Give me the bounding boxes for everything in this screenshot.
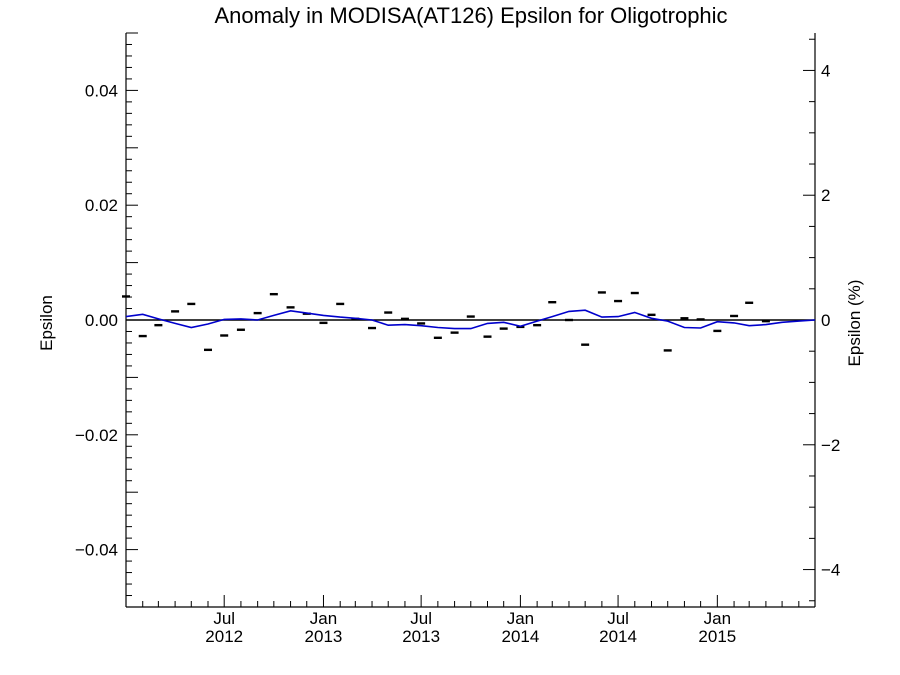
x-tick-month-label: Jul	[410, 609, 432, 628]
chart-title: Anomaly in MODISA(AT126) Epsilon for Oli…	[214, 3, 727, 28]
x-tick-year-label: 2014	[501, 627, 539, 646]
left-tick-label: 0.00	[85, 311, 118, 330]
x-tick-month-label: Jul	[607, 609, 629, 628]
right-tick-label: 4	[821, 61, 830, 80]
x-tick-month-label: Jan	[704, 609, 731, 628]
x-tick-year-label: 2012	[205, 627, 243, 646]
right-tick-label: 2	[821, 186, 830, 205]
x-tick-month-label: Jul	[213, 609, 235, 628]
left-tick-label: 0.04	[85, 81, 118, 100]
right-axis-ticks: 4 2 0 −2 −4	[803, 38, 840, 602]
x-tick-month-label: Jan	[507, 609, 534, 628]
x-tick-month-label: Jan	[310, 609, 337, 628]
right-tick-label: 0	[821, 311, 830, 330]
y-axis-label: Epsilon	[37, 295, 56, 351]
smoothed-line	[125, 309, 816, 330]
x-tick-year-label: 2013	[402, 627, 440, 646]
x-axis-ticks: Jul2012Jan2013Jul2013Jan2014Jul2014Jan20…	[142, 595, 800, 646]
left-tick-label: −0.04	[75, 541, 118, 560]
x-tick-year-label: 2013	[305, 627, 343, 646]
x-tick-year-label: 2014	[599, 627, 637, 646]
right-tick-label: −2	[821, 436, 840, 455]
left-tick-label: 0.02	[85, 196, 118, 215]
y2-axis-label: Epsilon (%)	[845, 280, 864, 367]
x-tick-year-label: 2015	[698, 627, 736, 646]
right-tick-label: −4	[821, 561, 840, 580]
left-tick-label: −0.02	[75, 426, 118, 445]
series-layer	[122, 291, 816, 352]
left-axis-ticks: 0.04 0.02 0.00 −0.02 −0.04	[75, 32, 138, 608]
